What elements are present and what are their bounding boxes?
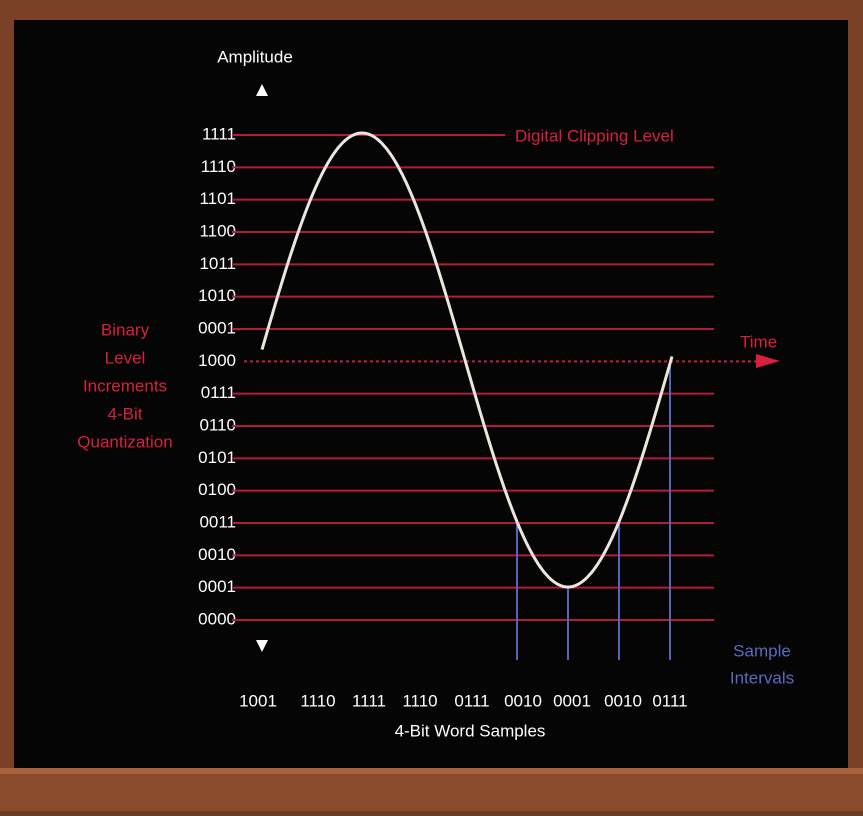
level-label: 1010 bbox=[198, 286, 236, 305]
clipping-label: Digital Clipping Level bbox=[515, 126, 674, 145]
sample-word: 0010 bbox=[504, 691, 542, 710]
level-label: 1100 bbox=[199, 221, 236, 240]
sample-word: 0111 bbox=[652, 691, 687, 710]
side-label: Binary bbox=[101, 320, 150, 339]
bottom-title: 4-Bit Word Samples bbox=[395, 721, 546, 740]
sample-label: Sample bbox=[733, 641, 791, 660]
level-label: 0000 bbox=[198, 609, 236, 628]
axis-title: Amplitude bbox=[217, 47, 293, 66]
level-label: 0110 bbox=[199, 415, 236, 434]
sample-label: Intervals bbox=[730, 668, 794, 687]
level-label: 1111 bbox=[202, 124, 236, 143]
side-label: Increments bbox=[83, 376, 167, 395]
level-label: 0101 bbox=[198, 448, 236, 467]
level-label: 1101 bbox=[199, 189, 236, 208]
sample-word: 0010 bbox=[604, 691, 642, 710]
level-label: 0011 bbox=[199, 512, 236, 531]
sample-word: 1110 bbox=[300, 691, 335, 710]
sample-word: 1001 bbox=[239, 691, 277, 710]
time-label: Time bbox=[740, 332, 777, 351]
sample-word: 0001 bbox=[553, 691, 591, 710]
analog-wave bbox=[260, 131, 674, 589]
side-label: Quantization bbox=[77, 432, 172, 451]
level-label: 1000 bbox=[198, 351, 236, 370]
level-label: 0111 bbox=[201, 383, 236, 402]
ledge bbox=[0, 768, 863, 811]
sample-word: 1111 bbox=[352, 691, 386, 710]
ledge-edge bbox=[0, 768, 863, 774]
side-label: Level bbox=[105, 348, 146, 367]
down-arrow bbox=[256, 640, 268, 652]
level-label: 0100 bbox=[198, 480, 236, 499]
level-label: 0001 bbox=[198, 577, 236, 596]
level-label: 1011 bbox=[199, 254, 236, 273]
level-label: 0010 bbox=[198, 545, 236, 564]
level-label: 0001 bbox=[198, 318, 236, 337]
level-label: 1110 bbox=[201, 157, 236, 176]
up-arrow bbox=[256, 84, 268, 96]
sample-word: 0111 bbox=[454, 691, 489, 710]
time-arrow bbox=[756, 354, 780, 368]
sample-word: 1110 bbox=[402, 691, 437, 710]
side-label: 4-Bit bbox=[108, 404, 143, 423]
